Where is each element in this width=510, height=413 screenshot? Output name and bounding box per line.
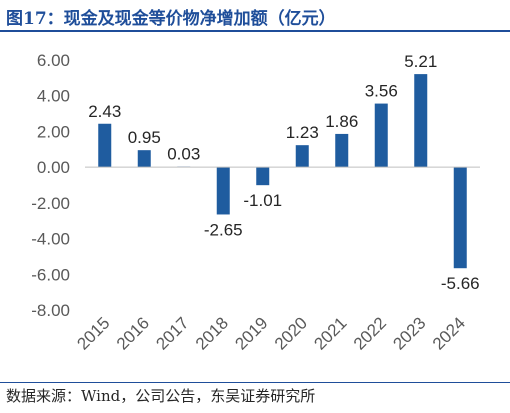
- x-tick-label: 2022: [350, 313, 390, 353]
- x-tick-label: 2018: [192, 313, 232, 353]
- bar-2015: [98, 123, 112, 168]
- bar-2024: [453, 167, 467, 269]
- y-tick-label: 6.00: [37, 51, 70, 70]
- data-labels-group: 2.43 0.95 0.03 -2.65-1.01 1.23 1.86 3.56 5.21 -5…: [88, 52, 479, 293]
- y-axis: 6.00 4.00 2.00 0.00 -2.00 -4.00 -6.00 -8.00: [31, 51, 70, 320]
- y-tick-label: -6.00: [31, 265, 70, 284]
- y-tick-label: -8.00: [31, 301, 70, 320]
- bar-2018: [216, 167, 230, 215]
- data-label-2021: 1.86: [325, 112, 358, 131]
- bar-2021: [335, 133, 349, 168]
- x-tick-label: 2016: [113, 313, 153, 353]
- y-tick-label: 4.00: [37, 87, 70, 106]
- data-label-2020: 1.23: [286, 123, 319, 142]
- bars-group: [98, 74, 467, 269]
- bar-2020: [295, 145, 309, 168]
- data-label-2023: 5.21: [404, 52, 437, 71]
- data-label-2024: -5.66: [441, 274, 480, 293]
- y-tick-label: 0.00: [37, 158, 70, 177]
- data-label-2019: -1.01: [243, 191, 282, 210]
- x-tick-label: 2020: [271, 313, 311, 353]
- bar-2022: [374, 103, 388, 168]
- bar-chart: 6.00 4.00 2.00 0.00 -2.00 -4.00 -6.00 -8.00 2.4…: [31, 51, 480, 354]
- data-label-2018: -2.65: [204, 220, 243, 239]
- data-label-2015: 2.43: [88, 102, 121, 121]
- data-label-2016: 0.95: [128, 128, 161, 147]
- y-tick-label: -4.00: [31, 230, 70, 249]
- y-tick-label: -2.00: [31, 194, 70, 213]
- x-tick-label: 2017: [152, 313, 192, 353]
- x-tick-label: 2024: [429, 313, 469, 353]
- bar-2023: [414, 74, 428, 168]
- footer-divider: [0, 382, 510, 383]
- source-note: 数据来源：Wind，公司公告，东吴证券研究所: [6, 387, 316, 405]
- title-bar: 图17：现金及现金等价物净增加额（亿元）: [0, 0, 510, 32]
- x-tick-label: 2015: [73, 313, 113, 353]
- chart-title: 图17：现金及现金等价物净增加额（亿元）: [6, 9, 336, 29]
- bar-2019: [256, 167, 270, 186]
- bar-2016: [137, 150, 151, 168]
- y-tick-label: 2.00: [37, 122, 70, 141]
- data-label-2022: 3.56: [365, 82, 398, 101]
- data-label-2017: 0.03: [167, 145, 200, 164]
- x-tick-label: 2023: [389, 313, 429, 353]
- x-tick-label: 2021: [310, 313, 350, 353]
- x-tick-label: 2019: [231, 313, 271, 353]
